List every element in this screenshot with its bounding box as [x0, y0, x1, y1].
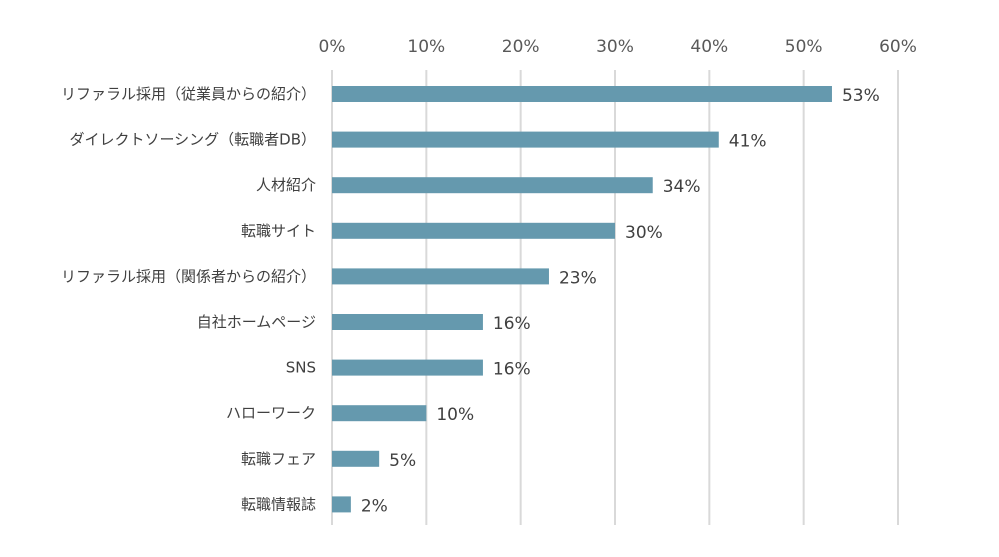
- data-label: 16%: [493, 314, 531, 334]
- x-tick-label: 30%: [596, 37, 634, 57]
- category-label: ハローワーク: [226, 404, 316, 422]
- data-label: 34%: [663, 177, 701, 197]
- bars: [332, 86, 832, 513]
- category-label: 転職フェア: [241, 450, 316, 468]
- bar: [332, 177, 653, 194]
- bar: [332, 222, 615, 239]
- bar: [332, 268, 549, 285]
- x-tick-label: 10%: [407, 37, 445, 57]
- data-label: 2%: [361, 496, 388, 516]
- category-label: リファラル採用（関係者からの紹介）: [61, 267, 316, 285]
- category-label: SNS: [286, 359, 316, 377]
- data-label: 53%: [842, 86, 880, 106]
- bar: [332, 496, 351, 513]
- bar: [332, 405, 427, 422]
- x-tick-label: 20%: [502, 37, 540, 57]
- category-label: 転職サイト: [241, 222, 316, 240]
- x-tick-label: 60%: [879, 37, 917, 57]
- data-label: 30%: [625, 223, 663, 243]
- category-label: 人材紹介: [256, 176, 316, 194]
- data-label: 5%: [389, 451, 416, 471]
- bar: [332, 450, 380, 467]
- category-label: ダイレクトソーシング（転職者DB）: [69, 131, 316, 149]
- category-label: 自社ホームページ: [197, 313, 316, 331]
- bar: [332, 359, 483, 376]
- data-labels: 53% 41% 34% 30% 23% 16% 16% 10% 5% 2%: [361, 86, 880, 516]
- data-label: 16%: [493, 360, 531, 380]
- x-tick-label: 50%: [785, 37, 823, 57]
- data-label: 41%: [729, 132, 767, 152]
- x-tick-label: 40%: [690, 37, 728, 57]
- bar: [332, 86, 832, 102]
- bar: [332, 314, 483, 330]
- data-label: 10%: [436, 405, 474, 425]
- bar: [332, 131, 719, 148]
- category-label: リファラル採用（従業員からの紹介）: [61, 85, 316, 103]
- x-axis-tick-labels: 0% 10% 20% 30% 40% 50% 60%: [319, 37, 917, 57]
- category-label: 転職情報誌: [241, 495, 316, 513]
- x-tick-label: 0%: [319, 37, 346, 57]
- category-labels: リファラル採用（従業員からの紹介） ダイレクトソーシング（転職者DB） 人材紹介転職…: [61, 85, 316, 513]
- data-label: 23%: [559, 268, 597, 288]
